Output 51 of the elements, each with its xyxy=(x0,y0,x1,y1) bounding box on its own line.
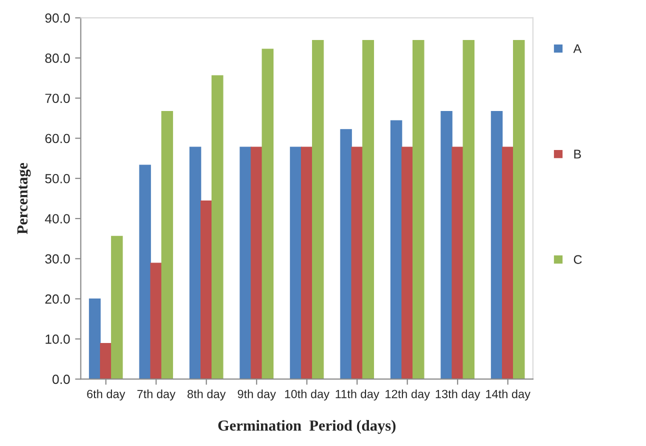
x-tick-label: 11th day xyxy=(336,390,380,401)
bar xyxy=(390,120,402,380)
bar xyxy=(240,146,252,380)
x-tick-label: 6th day xyxy=(87,390,126,401)
x-tick-label: 12th day xyxy=(386,390,430,401)
bar xyxy=(401,146,414,380)
bar xyxy=(139,164,151,380)
y-tick-label: 0.0 xyxy=(52,374,70,384)
x-tick-label: 7th day xyxy=(137,390,176,401)
x-tick-label: 14th day xyxy=(486,390,530,401)
bar xyxy=(150,262,162,380)
y-tick-label: 70.0 xyxy=(45,94,70,104)
bar xyxy=(452,146,464,380)
bar xyxy=(100,343,112,380)
bar xyxy=(312,40,324,380)
bar xyxy=(262,48,274,380)
bar xyxy=(440,111,452,380)
legend-label: B xyxy=(574,150,581,158)
bar xyxy=(490,111,503,380)
bar xyxy=(111,236,123,380)
bar xyxy=(200,200,212,380)
x-tick-label: 8th day xyxy=(188,390,226,401)
y-axis-title: Percentage xyxy=(17,162,31,234)
y-tick-label: 40.0 xyxy=(44,214,70,224)
bar xyxy=(250,146,262,380)
legend-label: A xyxy=(573,44,582,53)
bar xyxy=(502,146,514,380)
x-tick-label: 10th day xyxy=(285,390,330,401)
bar xyxy=(513,40,525,380)
bar xyxy=(340,129,352,380)
legend-label: C xyxy=(574,255,582,264)
bar xyxy=(88,298,101,380)
x-tick-label: 13th day xyxy=(436,390,480,401)
x-tick-label: 9th day xyxy=(238,390,276,401)
x-axis-title: Germination Period (days) xyxy=(218,420,396,434)
bar xyxy=(212,75,224,380)
bar xyxy=(462,40,475,380)
y-tick-label: 50.0 xyxy=(45,174,70,184)
bar xyxy=(351,146,363,380)
bar xyxy=(189,146,202,380)
bar xyxy=(161,111,174,380)
bar xyxy=(412,40,424,380)
y-tick-label: 80.0 xyxy=(45,54,70,63)
bar xyxy=(300,146,313,380)
y-tick-label: 20.0 xyxy=(45,294,70,304)
y-tick-label: 10.0 xyxy=(46,334,70,344)
y-tick-label: 60.0 xyxy=(45,134,70,144)
y-tick-label: 30.0 xyxy=(45,254,70,264)
bar xyxy=(290,146,302,380)
bar xyxy=(362,40,374,380)
y-tick-label: 90.0 xyxy=(45,13,70,23)
